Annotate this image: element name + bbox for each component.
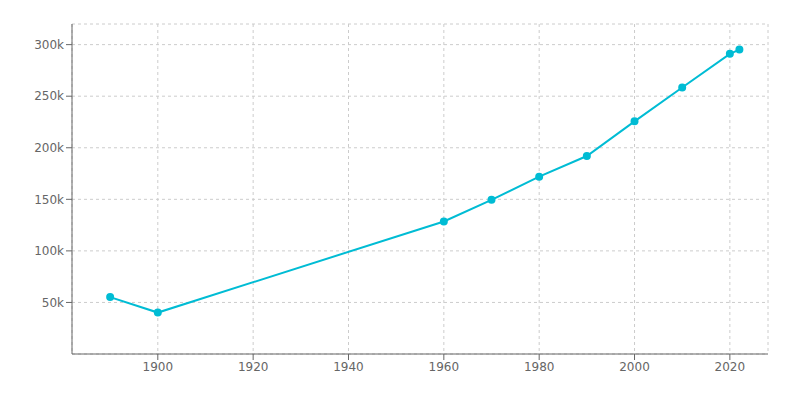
svg-text:100k: 100k <box>34 244 64 258</box>
svg-text:1900: 1900 <box>143 360 174 374</box>
svg-text:200k: 200k <box>34 141 64 155</box>
svg-text:250k: 250k <box>34 89 64 103</box>
svg-text:2000: 2000 <box>619 360 650 374</box>
svg-text:2020: 2020 <box>715 360 746 374</box>
svg-text:50k: 50k <box>42 296 64 310</box>
svg-text:1920: 1920 <box>238 360 269 374</box>
svg-text:1960: 1960 <box>429 360 460 374</box>
svg-text:1940: 1940 <box>333 360 364 374</box>
svg-text:150k: 150k <box>34 193 64 207</box>
svg-text:1980: 1980 <box>524 360 555 374</box>
svg-text:300k: 300k <box>34 38 64 52</box>
